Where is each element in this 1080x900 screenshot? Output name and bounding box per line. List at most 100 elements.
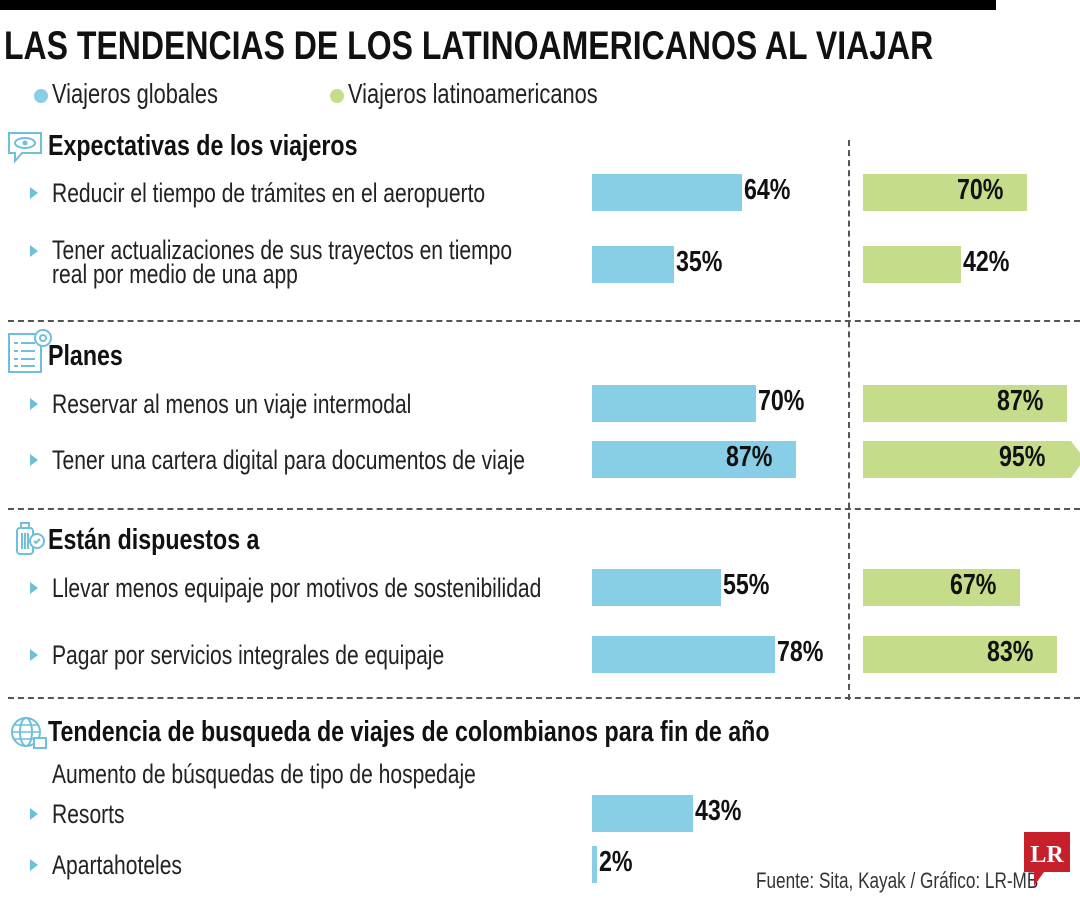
value-label: 42% (963, 246, 1010, 278)
global-bar (592, 795, 693, 832)
latam-value: 70% (957, 174, 1015, 207)
row-label-text: Resorts (52, 798, 145, 829)
latam-bar (863, 441, 1072, 478)
column-divider (848, 140, 850, 700)
row-label: Llevar menos equipaje por motivos de sos… (30, 572, 679, 603)
legend-dot-global (34, 88, 48, 103)
value-label: 95% (999, 441, 1046, 473)
chart-title: LAS TENDENCIAS DE LOS LATINOAMERICANOS A… (4, 24, 1080, 69)
row-label: Pagar por servicios integrales de equipa… (30, 639, 555, 670)
label-line-text: Pagar por servicios integrales de equipa… (52, 639, 445, 670)
section-heading-text: Planes (48, 340, 123, 372)
bullet-triangle-icon (30, 858, 38, 871)
global-bar (592, 636, 775, 673)
latam-bar (863, 385, 1067, 422)
value-label: 64% (743, 174, 791, 206)
section-heading-text: Expectativas de los viajeros (48, 130, 358, 162)
bullet-triangle-icon (30, 648, 38, 661)
value-label: 83% (987, 636, 1034, 668)
bullet-triangle-icon (30, 397, 38, 410)
section-subheading-text: Aumento de búsquedas de tipo de hospedaj… (52, 759, 476, 789)
label-line: Tener actualizaciones de sus trayectos e… (52, 235, 642, 265)
row-label: Tener actualizaciones de sus trayectos e… (30, 235, 642, 289)
label-line: Reducir el tiempo de trámites en el aero… (52, 179, 607, 206)
source-text: Fuente: Sita, Kayak / Gráfico: LR-MB (756, 868, 1039, 893)
section-heading: Tendencia de busqueda de viajes de colom… (48, 716, 950, 749)
row-label-text: Reducir el tiempo de trámites en el aero… (52, 179, 607, 206)
global-bar (592, 174, 742, 211)
bullet-triangle-icon (30, 186, 38, 199)
svg-text:LR: LR (1030, 842, 1064, 868)
global-value: 35% (676, 246, 734, 279)
top-bar (0, 0, 996, 10)
bullet-triangle-icon (30, 807, 38, 820)
overflow-arrow-icon (1071, 441, 1080, 478)
source-credit: Fuente: Sita, Kayak / Gráfico: LR-MB (756, 868, 1080, 894)
global-bar (592, 385, 756, 422)
label-line-text: Llevar menos equipaje por motivos de sos… (52, 572, 542, 603)
global-value: 87% (726, 441, 784, 474)
latam-value: 95% (999, 441, 1057, 474)
latam-value: 83% (987, 636, 1045, 669)
row-label: Tener una cartera digital para documento… (30, 444, 658, 475)
global-value: 55% (723, 569, 781, 602)
global-bar (592, 846, 597, 883)
bullet-triangle-icon (30, 245, 38, 257)
row-label-text: Llevar menos equipaje por motivos de sos… (52, 572, 679, 603)
label-line-text: Apartahoteles (52, 849, 182, 880)
label-line: Apartahoteles (52, 849, 219, 880)
value-label: 70% (956, 174, 1004, 206)
value-label: 2% (598, 846, 633, 878)
row-label: Reducir el tiempo de trámites en el aero… (30, 179, 607, 206)
global-value: 64% (744, 174, 802, 207)
global-value: 2% (599, 846, 641, 879)
label-line: real por medio de una app (52, 259, 642, 289)
row-label: Apartahoteles (30, 849, 219, 880)
global-bar (592, 246, 674, 283)
section-heading: Expectativas de los viajeros (48, 130, 435, 163)
latam-bar (863, 174, 1027, 211)
global-value: 78% (777, 636, 835, 669)
value-label: 87% (725, 441, 773, 473)
value-label: 43% (694, 795, 742, 827)
label-line: Tener una cartera digital para documento… (52, 444, 658, 475)
label-line-text: Tener una cartera digital para documento… (52, 444, 525, 475)
global-bar (592, 569, 721, 606)
luggage-check-icon (16, 522, 45, 555)
globe-icon (11, 717, 47, 749)
section-heading-text: Tendencia de busqueda de viajes de colom… (48, 716, 770, 748)
checklist-target-icon (8, 329, 52, 373)
section-divider (8, 697, 1080, 699)
bullet-triangle-icon (30, 453, 38, 466)
value-label: 55% (722, 569, 770, 601)
label-line: Llevar menos equipaje por motivos de sos… (52, 572, 679, 603)
global-value: 70% (758, 385, 816, 418)
row-label: Resorts (30, 798, 145, 829)
label-line-text: real por medio de una app (52, 259, 298, 289)
label-line-text: Reservar al menos un viaje intermodal (52, 388, 412, 419)
latam-value: 42% (963, 246, 1021, 279)
value-label: 87% (996, 385, 1044, 417)
chart-title-text: LAS TENDENCIAS DE LOS LATINOAMERICANOS A… (4, 24, 934, 68)
section-heading-text: Están dispuestos a (48, 524, 260, 556)
label-line-text: Resorts (52, 798, 125, 829)
value-label: 67% (949, 569, 997, 601)
value-label: 70% (757, 385, 805, 417)
section-divider (8, 320, 1080, 322)
row-label-text: Reservar al menos un viaje intermodal (52, 388, 513, 419)
latam-value: 87% (997, 385, 1055, 418)
section-heading: Están dispuestos a (48, 524, 312, 557)
label-line: Resorts (52, 798, 145, 829)
lr-logo: LR (1024, 832, 1070, 886)
row-label: Reservar al menos un viaje intermodal (30, 388, 513, 419)
latam-bar (863, 636, 1058, 673)
latam-bar (863, 569, 1020, 606)
global-bar (592, 441, 796, 478)
value-label: 78% (776, 636, 823, 668)
latam-bar (863, 246, 962, 283)
speech-eye-icon (8, 132, 42, 164)
bullet-triangle-icon (30, 581, 38, 594)
label-line-text: Tener actualizaciones de sus trayectos e… (52, 235, 513, 265)
label-line: Reservar al menos un viaje intermodal (52, 388, 513, 419)
